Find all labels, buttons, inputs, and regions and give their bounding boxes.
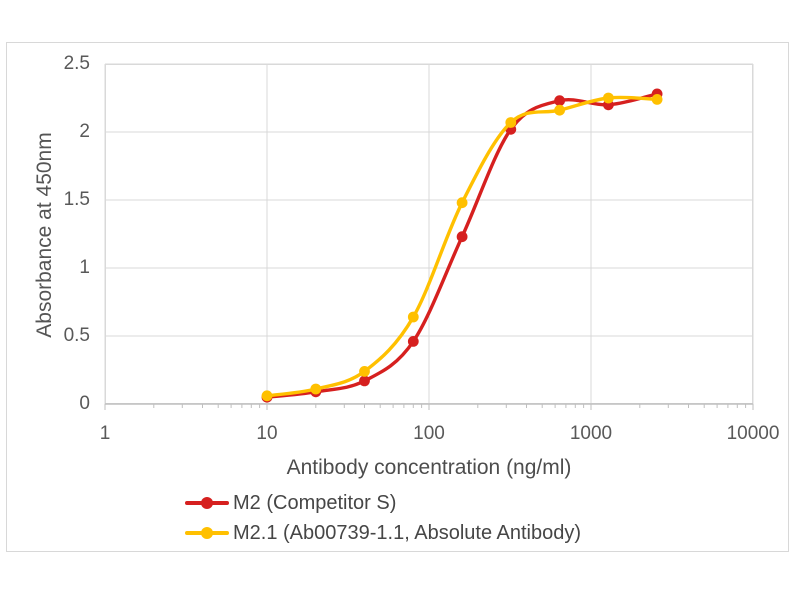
x-tick-label-1000: 1000 [569,423,613,444]
legend-marker-m2 [185,491,229,515]
x-axis-title: Antibody concentration (ng/ml) [286,456,572,479]
plot-area [104,63,754,410]
legend-dot-icon [201,497,213,509]
legend-marker-m2-1 [185,521,229,545]
legend-dot-icon [201,527,213,539]
x-tick-label-100: 100 [413,423,445,444]
y-tick-label-0: 0 [79,393,90,414]
y-tick-label-1-5: 1.5 [63,189,90,210]
y-tick-label-2-5: 2.5 [63,53,90,74]
legend-label-m2: M2 (Competitor S) [233,491,397,514]
x-tick-label-10: 10 [256,423,278,444]
y-tick-label-1: 1 [79,257,90,278]
y-tick-label-2: 2 [79,121,90,142]
legend-item-m2-1: M2.1 (Ab00739-1.1, Absolute Antibody) [185,521,581,545]
legend-label-m2-1: M2.1 (Ab00739-1.1, Absolute Antibody) [233,521,582,544]
x-tick-label-1: 1 [99,423,111,444]
legend-item-m2: M2 (Competitor S) [185,491,396,515]
y-tick-label-0-5: 0.5 [63,325,90,346]
x-tick-label-10000: 10000 [726,423,780,444]
chart-panel: Absorbance at 450nm 2.5 2 1.5 1 0.5 0 1 … [6,42,789,552]
